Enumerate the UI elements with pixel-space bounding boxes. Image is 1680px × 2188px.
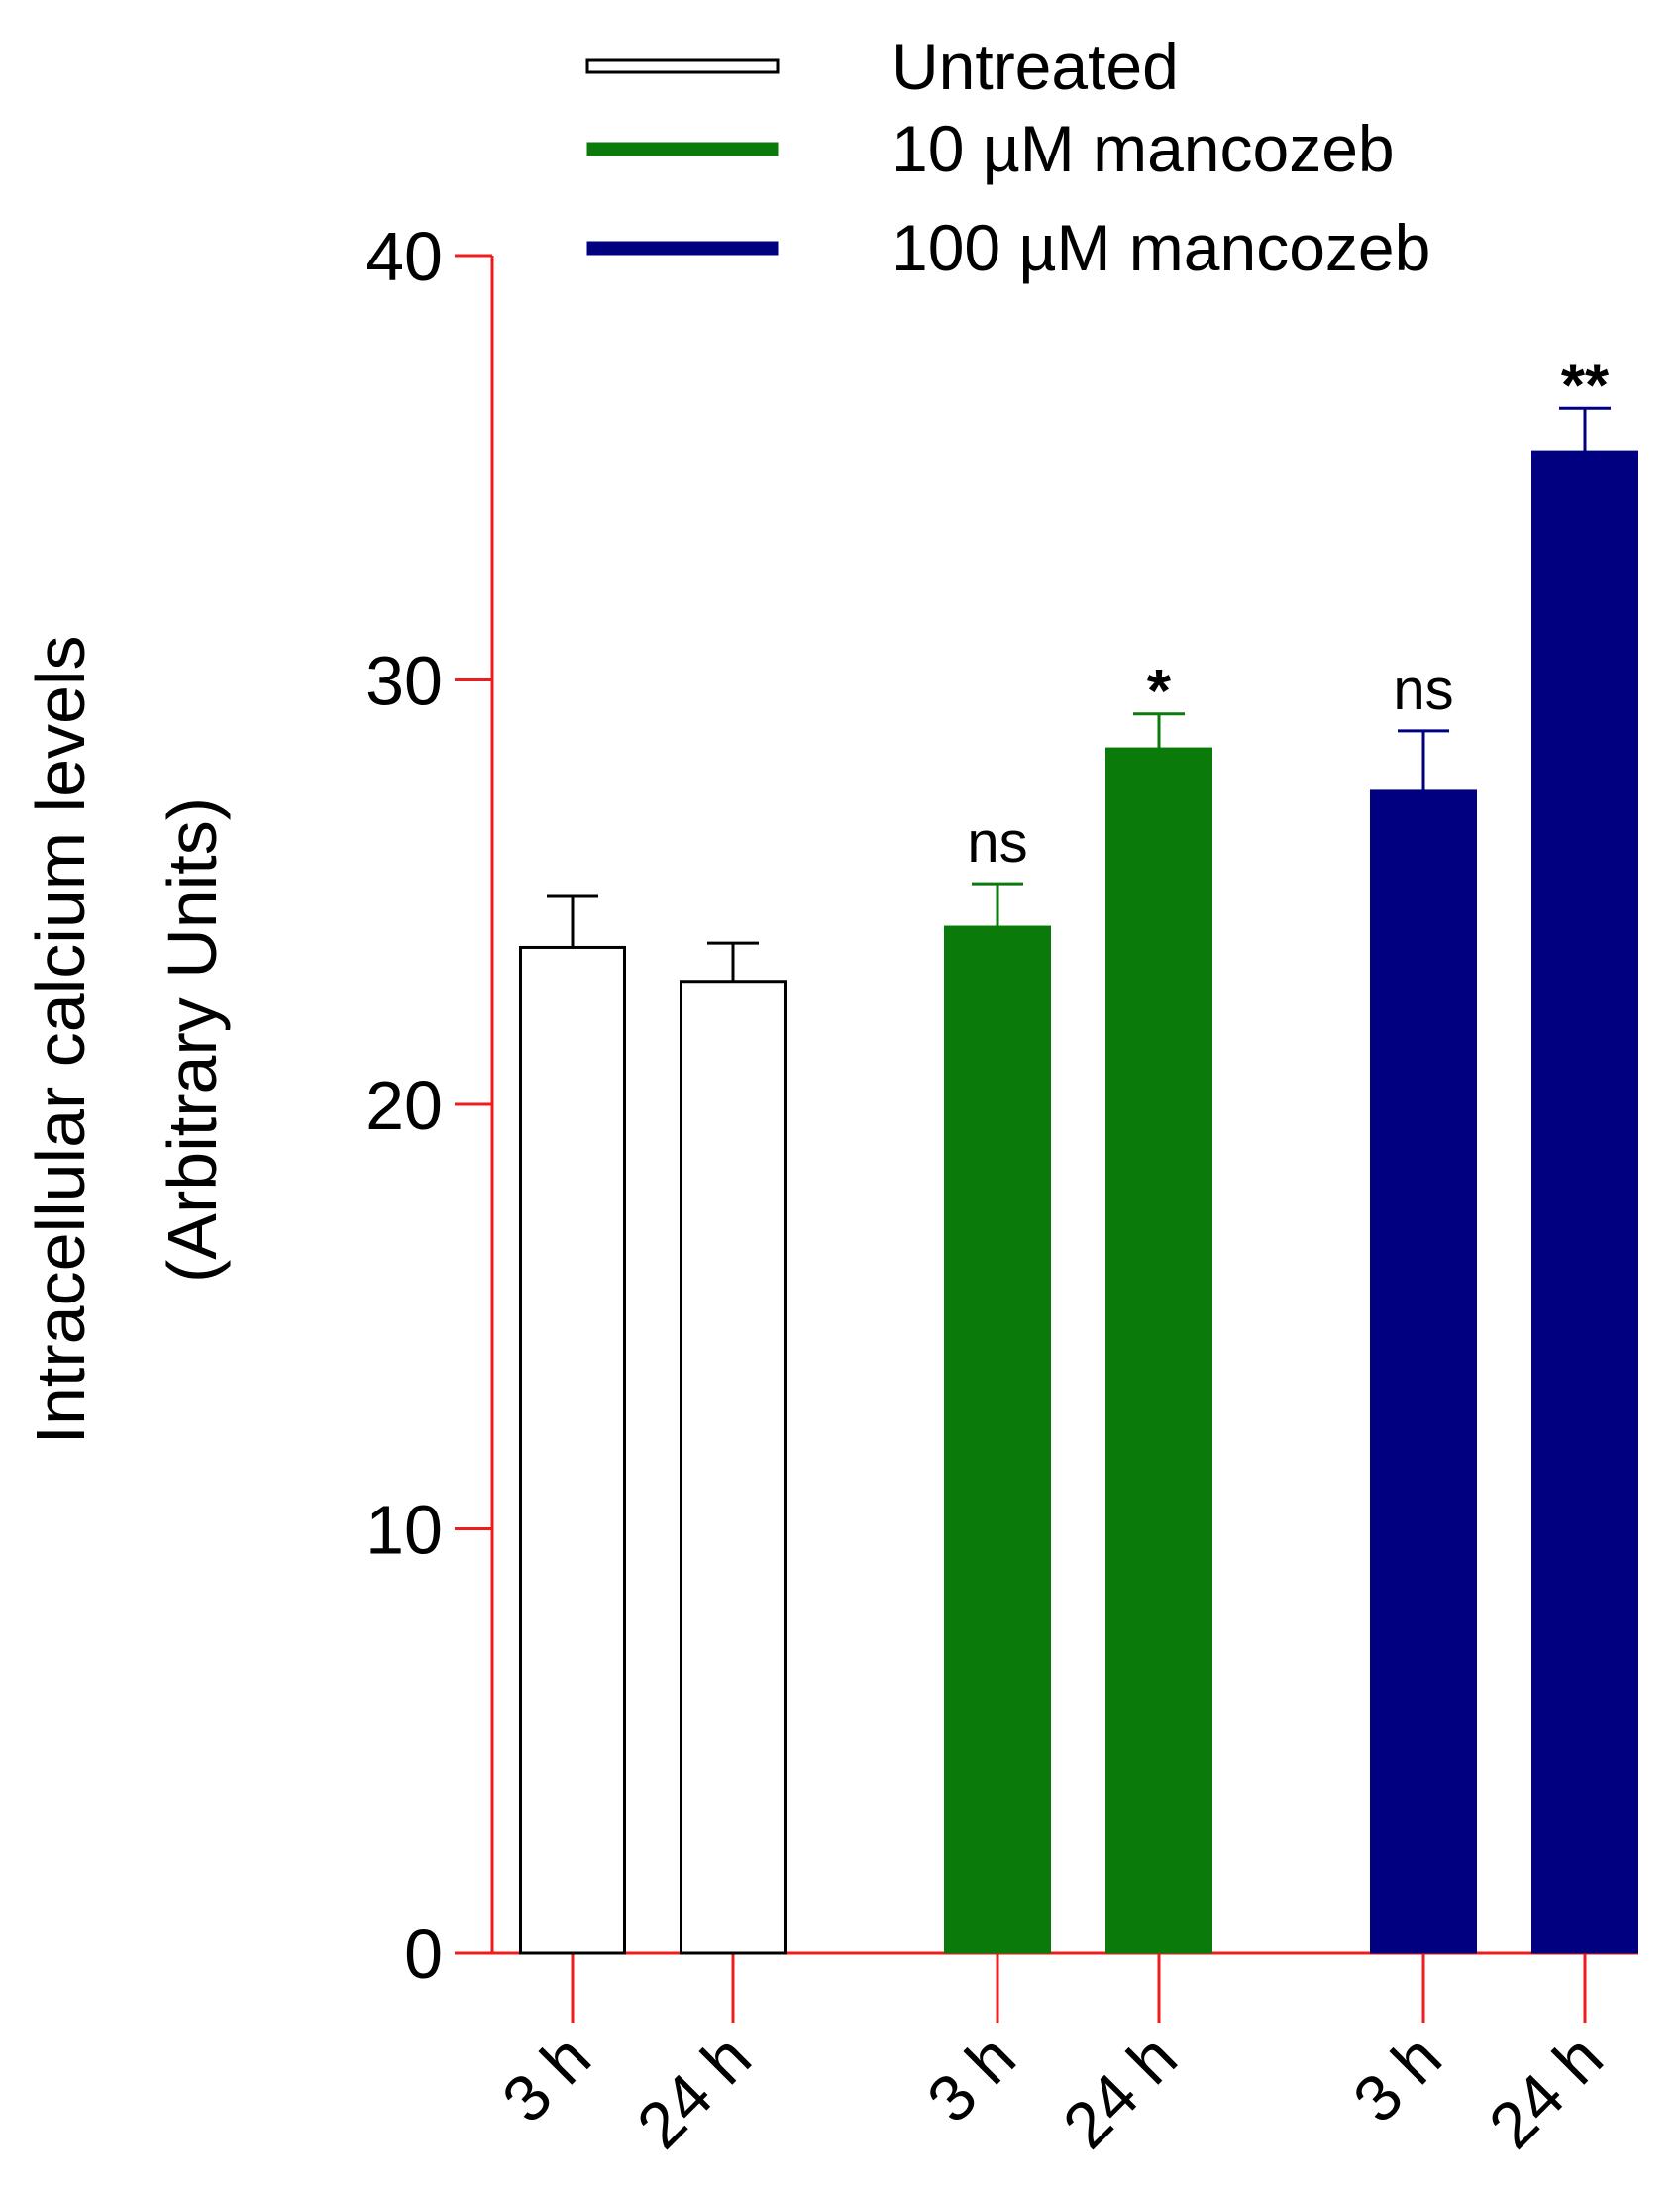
- y-tick-label: 30: [366, 643, 443, 720]
- significance-annotations: ns * ns **: [967, 352, 1610, 875]
- bar: [680, 980, 787, 1955]
- legend-label: 10 µM mancozeb: [892, 112, 1395, 185]
- y-axis-label: Intracellular calcium levels (Arbitrary …: [22, 636, 231, 1445]
- y-tick-label: 10: [366, 1492, 443, 1569]
- significance-label: ns: [967, 810, 1027, 875]
- legend-item: 10 µM mancozeb: [586, 112, 1395, 185]
- legend-item: 100 µM mancozeb: [586, 211, 1430, 284]
- x-tick-label: 3 h: [488, 2021, 604, 2136]
- x-tick-label: 24 h: [1475, 2021, 1617, 2162]
- legend-item: Untreated: [585, 30, 1179, 103]
- bars: [519, 406, 1638, 1955]
- x-tick-label: 24 h: [1049, 2021, 1191, 2162]
- x-tick-label: 3 h: [1339, 2021, 1455, 2136]
- significance-label: **: [1561, 352, 1610, 420]
- legend-label: Untreated: [892, 30, 1179, 103]
- y-tick-label: 40: [366, 218, 443, 295]
- legend: Untreated 10 µM mancozeb 100 µM mancozeb: [585, 30, 1430, 284]
- legend-swatch: [586, 142, 779, 156]
- significance-label: ns: [1393, 658, 1453, 722]
- axes: 0 10 20 30 40: [366, 218, 1638, 2023]
- y-tick-label: 0: [404, 1916, 443, 1993]
- legend-swatch: [585, 58, 780, 74]
- y-tick-label: 20: [366, 1067, 443, 1144]
- significance-label: *: [1147, 658, 1172, 726]
- bar: [944, 925, 1051, 1954]
- legend-swatch: [586, 241, 779, 256]
- x-tick-label: 3 h: [913, 2021, 1029, 2136]
- y-axis-label-line-1: Intracellular calcium levels: [22, 636, 99, 1445]
- bar: [1370, 789, 1477, 1954]
- y-axis-label-line-2: (Arbitrary Units): [154, 797, 231, 1283]
- bar: [1105, 747, 1212, 1954]
- x-tick-label: 24 h: [623, 2021, 765, 2162]
- bar: [1531, 450, 1638, 1954]
- bar: [519, 945, 626, 1955]
- legend-label: 100 µM mancozeb: [892, 211, 1430, 284]
